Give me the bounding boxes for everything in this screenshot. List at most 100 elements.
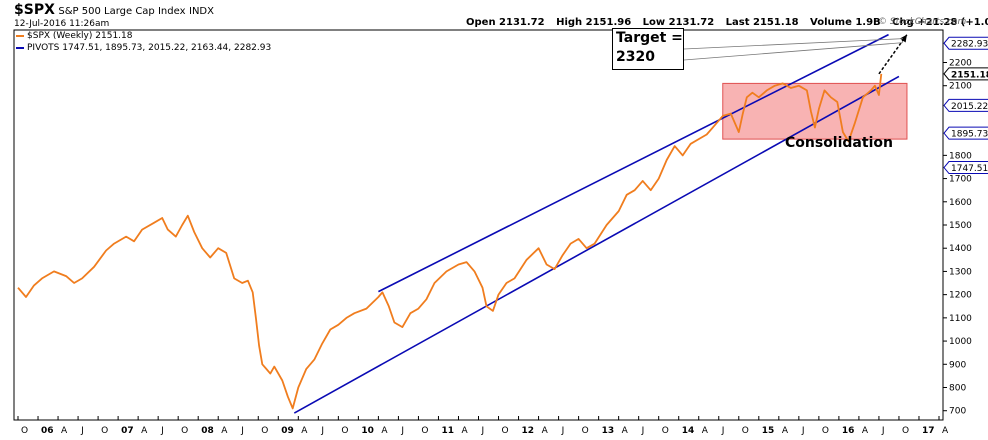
legend-swatch-pivots: [16, 47, 24, 49]
upper-channel-line: [378, 33, 889, 293]
pivot-price-tag: 1747.51: [943, 161, 988, 175]
price-tag-label: 2015.22: [951, 102, 988, 112]
x-tick-label: O: [502, 426, 509, 436]
x-tick-label: O: [341, 426, 348, 436]
x-tick-label: O: [822, 426, 829, 436]
x-tick-label: J: [240, 426, 244, 436]
x-tick-label: A: [702, 426, 709, 436]
x-tick-label: J: [881, 426, 885, 436]
price-tag-shape: [943, 126, 988, 140]
y-tick-label: 700: [949, 407, 966, 417]
price-tag-shape: [943, 161, 988, 175]
target-arrow-head: [899, 34, 907, 43]
x-tick-label: O: [421, 426, 428, 436]
target-annotation: Target = 2320: [612, 28, 684, 70]
channel-lines-layer: [293, 33, 900, 414]
target-line2: 2320: [616, 49, 655, 65]
quote-bar: Open 2131.72 High 2151.96 Low 2131.72 La…: [466, 17, 988, 28]
x-tick-label: J: [481, 426, 485, 436]
x-tick-label: O: [261, 426, 268, 436]
symbol: $SPX: [14, 2, 55, 18]
x-tick-label: 08: [201, 426, 214, 436]
price-tag-shape: [943, 36, 988, 50]
target-callout-line-upper: [683, 38, 903, 50]
x-tick-label: J: [721, 426, 725, 436]
legend-label-pivots: PIVOTS 1747.51, 1895.73, 2015.22, 2163.4…: [27, 43, 272, 53]
pivot-price-tag: 2282.93: [943, 36, 988, 50]
price-tag-label: 2282.93: [951, 40, 988, 50]
target-callout-line-lower: [683, 42, 903, 61]
pivot-price-tag: 1895.73: [943, 126, 988, 140]
y-tick-label: 1800: [949, 151, 972, 161]
x-axis: O 06 A J O 07 A J O 08 A J O 09 A J O 10 A J O 11 A J O 12 A J O 13 A J…: [17, 416, 949, 436]
x-tick-label: O: [582, 426, 589, 436]
x-tick-label: 17: [922, 426, 935, 436]
y-axis: 700 800 900 1000 1100 1200 1300 1400 1500 1600 170…: [943, 36, 988, 417]
x-tick-label: 15: [762, 426, 775, 436]
x-tick-label: 09: [281, 426, 294, 436]
y-tick-label: 1200: [949, 291, 972, 301]
x-tick-label: A: [942, 426, 949, 436]
x-tick-label: 13: [602, 426, 615, 436]
target-line1: Target =: [616, 30, 683, 46]
chart-date: 12-Jul-2016 11:26am: [14, 19, 110, 29]
quote-change: Chg +21.28 (+1.00%): [892, 17, 988, 28]
x-tick-label: J: [801, 426, 805, 436]
lower-channel-line: [293, 75, 900, 414]
chart-header: $SPX S&P 500 Large Cap Index INDX: [14, 2, 214, 18]
legend-item-price: $SPX (Weekly) 2151.18: [16, 30, 271, 42]
current-price-tag: 2151.18: [943, 67, 988, 81]
x-tick-label: 06: [41, 426, 54, 436]
y-tick-label: 1100: [949, 314, 972, 324]
spx-price-line: [17, 73, 883, 410]
x-tick-label: A: [301, 426, 308, 436]
x-tick-label: O: [902, 426, 909, 436]
x-tick-label: 12: [522, 426, 535, 436]
y-tick-label: 1400: [949, 244, 972, 254]
x-tick-label: A: [381, 426, 388, 436]
x-tick-label: A: [782, 426, 789, 436]
x-tick-label: A: [61, 426, 68, 436]
x-tick-label: 14: [682, 426, 695, 436]
price-tag-label: 1747.51: [951, 164, 988, 174]
exchange: INDX: [189, 6, 214, 17]
x-tick-label: 11: [441, 426, 454, 436]
legend: $SPX (Weekly) 2151.18 PIVOTS 1747.51, 18…: [16, 30, 271, 54]
index-name: S&P 500 Large Cap Index: [58, 6, 186, 17]
x-tick-label: 07: [121, 426, 134, 436]
x-tick-label: J: [641, 426, 645, 436]
price-tag-label: 1895.73: [951, 130, 988, 140]
quote-last: Last 2151.18: [725, 17, 799, 28]
x-tick-label: O: [181, 426, 188, 436]
y-tick-label: 1300: [949, 267, 972, 277]
x-tick-label: J: [320, 426, 324, 436]
price-tag-label: 2151.18: [951, 70, 988, 80]
x-tick-label: J: [400, 426, 404, 436]
price-tag-shape: [943, 67, 988, 81]
x-tick-label: J: [80, 426, 84, 436]
y-tick-label: 1600: [949, 198, 972, 208]
x-tick-label: A: [862, 426, 869, 436]
target-arrow-shaft: [878, 34, 908, 75]
x-tick-label: O: [742, 426, 749, 436]
x-tick-label: J: [160, 426, 164, 436]
x-tick-label: J: [561, 426, 565, 436]
y-tick-label: 1500: [949, 221, 972, 231]
quote-open: Open 2131.72: [466, 17, 545, 28]
y-tick-label: 800: [949, 384, 966, 394]
quote-volume: Volume 1.9B: [810, 17, 881, 28]
x-tick-label: 10: [361, 426, 374, 436]
y-tick-label: 1700: [949, 175, 972, 185]
y-tick-label: 900: [949, 360, 966, 370]
x-tick-label: A: [542, 426, 549, 436]
legend-swatch-price: [16, 35, 24, 37]
y-tick-label: 1000: [949, 337, 972, 347]
pivot-price-tag: 2015.22: [943, 98, 988, 112]
legend-item-pivots: PIVOTS 1747.51, 1895.73, 2015.22, 2163.4…: [16, 42, 271, 54]
x-tick-label: O: [101, 426, 108, 436]
x-tick-label: A: [141, 426, 148, 436]
price-series-layer: [17, 73, 883, 410]
x-tick-label: O: [21, 426, 28, 436]
quote-low: Low 2131.72: [642, 17, 715, 28]
